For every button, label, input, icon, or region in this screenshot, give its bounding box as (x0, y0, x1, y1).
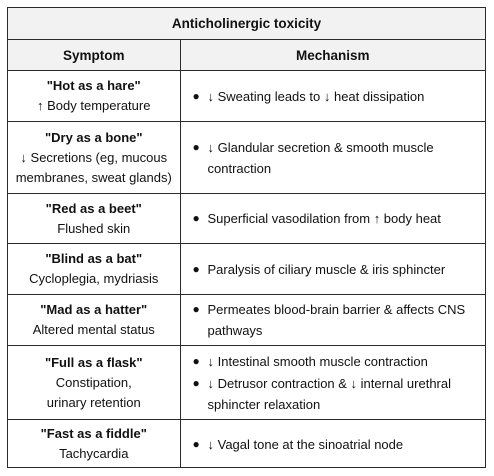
symptom-nickname: "Hot as a hare" (46, 78, 141, 93)
symptom-text: Constipation, (55, 374, 132, 390)
mechanism-cell: ● ↓ Vagal tone at the sinoatrial node (179, 419, 485, 468)
mechanism-item: ● Permeates blood-brain barrier & affects… (193, 299, 478, 341)
mechanism-list: ● Permeates blood-brain barrier & affects… (181, 299, 478, 341)
table-row: "Red as a beet" Flushed skin ● Superficia… (8, 193, 485, 244)
bullet-icon: ● (192, 302, 200, 316)
mechanism-text: Paralysis of ciliary muscle & iris sphin… (207, 261, 446, 277)
symptom-nickname: "Dry as a bone" (44, 129, 143, 145)
mechanism-list: ● Superficial vasodilation from ↑ body he… (181, 208, 478, 229)
mechanism-cell: ● ↓ Intestinal smooth muscle contraction … (179, 345, 485, 420)
mechanism-item: ● ↓ Glandular secretion & smooth muscle c… (193, 137, 478, 179)
mechanism-item: ● ↓ Intestinal smooth muscle contraction (193, 351, 478, 372)
bullet-icon: ● (192, 353, 200, 368)
symptom-nickname: "Blind as a bat" (45, 251, 143, 266)
bullet-icon: ● (192, 375, 200, 390)
mechanism-cell: ● Superficial vasodilation from ↑ body he… (179, 193, 485, 244)
header-row: Symptom Mechanism (8, 39, 485, 71)
symptom-text: Flushed skin (57, 220, 131, 236)
bullet-icon: ● (192, 88, 200, 103)
mechanism-item: ● Paralysis of ciliary muscle & iris sphi… (193, 259, 478, 280)
mechanism-item: ● ↓ Sweating leads to ↓ heat dissipation (193, 86, 478, 107)
symptom-cell: "Mad as a hatter" Altered mental status (8, 294, 181, 346)
mechanism-list: ● ↓ Glandular secretion & smooth muscle c… (181, 137, 478, 179)
mechanism-list: ● ↓ Vagal tone at the sinoatrial node (181, 434, 478, 455)
mechanism-item: ● ↓ Vagal tone at the sinoatrial node (193, 434, 478, 455)
table-row: "Dry as a bone" ↓ Secretions (eg, mucous… (8, 121, 485, 194)
mechanism-cell: ● ↓ Sweating leads to ↓ heat dissipation (179, 70, 485, 122)
title-row: Anticholinergic toxicity (8, 8, 485, 40)
symptom-nickname: "Red as a beet" (45, 200, 142, 216)
symptom-cell: "Hot as a hare" ↑ Body temperature (8, 70, 181, 122)
mechanism-text: Superficial vasodilation from ↑ body hea… (207, 211, 441, 226)
mechanism-list: ● ↓ Sweating leads to ↓ heat dissipation (181, 86, 478, 107)
mechanism-list: ● Paralysis of ciliary muscle & iris sphi… (181, 259, 478, 280)
table-row: "Full as a flask" Constipation, urinary … (8, 345, 485, 420)
column-header-mechanism: Mechanism (179, 39, 485, 71)
symptom-nickname: "Fast as a fiddle" (40, 426, 147, 441)
symptom-nickname: "Full as a flask" (44, 354, 143, 370)
table-title: Anticholinergic toxicity (8, 8, 485, 40)
symptom-text: ↑ Body temperature (37, 98, 151, 113)
anticholinergic-toxicity-table: Anticholinergic toxicity Symptom Mechani… (7, 7, 486, 468)
table-row: "Fast as a fiddle" Tachycardia ● ↓ Vagal … (8, 419, 485, 468)
symptom-cell: "Blind as a bat" Cycloplegia, mydriasis (8, 243, 181, 295)
bullet-icon: ● (192, 261, 200, 276)
mechanism-list: ● ↓ Intestinal smooth muscle contraction … (181, 351, 478, 415)
symptom-text: ↓ Secretions (eg, mucous (20, 149, 168, 165)
symptom-nickname: "Mad as a hatter" (40, 302, 148, 317)
mechanism-cell: ● Paralysis of ciliary muscle & iris sphi… (179, 243, 485, 295)
symptom-cell: "Dry as a bone" ↓ Secretions (eg, mucous… (8, 121, 181, 194)
mechanism-text: Permeates blood-brain barrier & affects … (207, 302, 466, 338)
table-row: "Mad as a hatter" Altered mental status … (8, 294, 485, 346)
mechanism-text: ↓ Detrusor contraction & ↓ internal uret… (207, 375, 452, 412)
symptom-text: urinary retention (46, 394, 141, 410)
mechanism-text: ↓ Intestinal smooth muscle contraction (207, 353, 428, 369)
mechanism-text: ↓ Glandular secretion & smooth muscle co… (207, 139, 434, 176)
table-row: "Hot as a hare" ↑ Body temperature ● ↓ Sw… (8, 70, 485, 122)
symptom-text: Cycloplegia, mydriasis (29, 271, 159, 286)
mechanism-item: ● Superficial vasodilation from ↑ body he… (193, 208, 478, 229)
symptom-text: Tachycardia (59, 446, 129, 461)
symptom-text: membranes, sweat glands) (15, 169, 172, 185)
symptom-text: Altered mental status (32, 322, 155, 337)
bullet-icon: ● (192, 436, 200, 451)
mechanism-cell: ● Permeates blood-brain barrier & affects… (179, 294, 485, 346)
column-header-symptom: Symptom (8, 39, 181, 71)
bullet-icon: ● (192, 139, 200, 154)
mechanism-text: ↓ Sweating leads to ↓ heat dissipation (207, 88, 425, 104)
bullet-icon: ● (192, 211, 200, 225)
symptom-cell: "Fast as a fiddle" Tachycardia (8, 419, 181, 468)
mechanism-cell: ● ↓ Glandular secretion & smooth muscle c… (179, 121, 485, 194)
table: Anticholinergic toxicity Symptom Mechani… (8, 8, 485, 468)
table-row: "Blind as a bat" Cycloplegia, mydriasis … (8, 243, 485, 295)
symptom-cell: "Red as a beet" Flushed skin (8, 193, 181, 244)
symptom-cell: "Full as a flask" Constipation, urinary … (8, 345, 181, 420)
mechanism-text: ↓ Vagal tone at the sinoatrial node (207, 436, 404, 452)
mechanism-item: ● ↓ Detrusor contraction & ↓ internal ure… (193, 373, 478, 415)
